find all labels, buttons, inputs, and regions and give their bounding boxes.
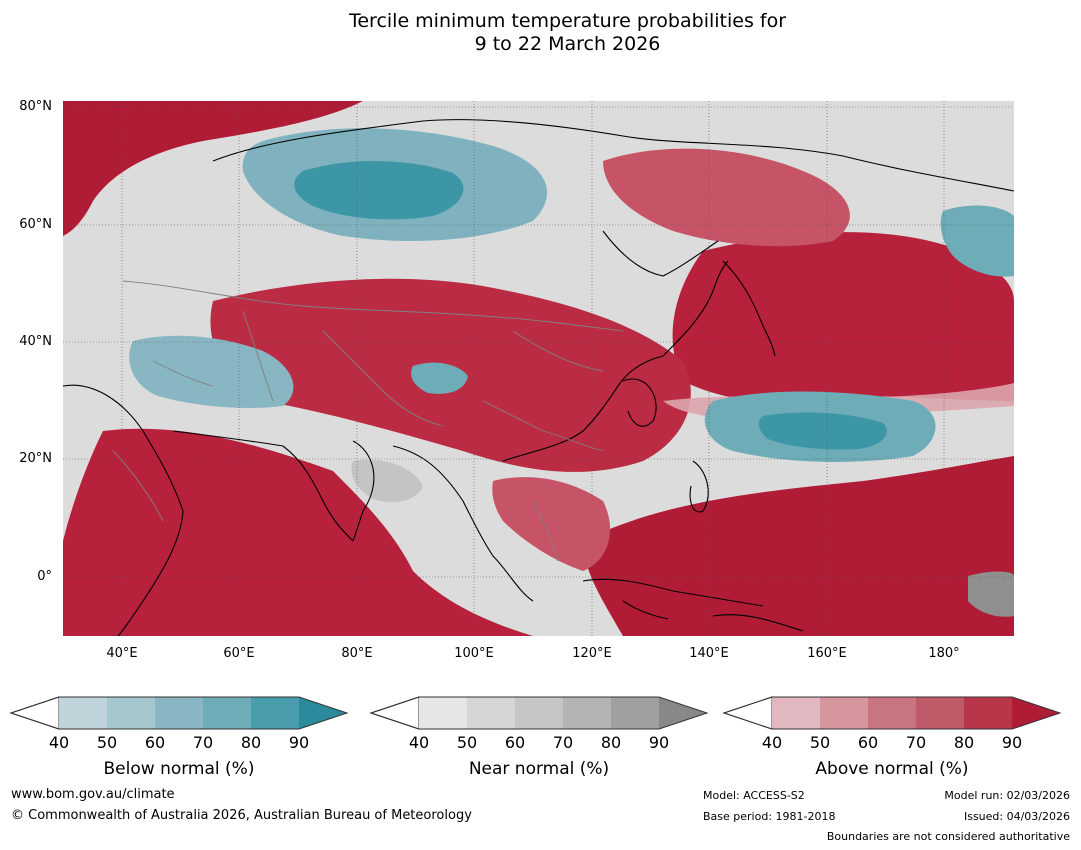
colorbar-below-bin-40	[59, 697, 107, 729]
legend-above-tick-50: 50	[809, 733, 831, 752]
above-normal-tropical-ocean	[63, 428, 533, 636]
colorbar-near-bin-80	[611, 697, 659, 729]
title-line-2: 9 to 22 March 2026	[474, 33, 661, 55]
lon-label-100e: 100°E	[454, 646, 494, 661]
colorbar-below-bin-50	[107, 697, 155, 729]
legend-above-tick-40: 40	[761, 733, 783, 752]
above-normal-indochina	[492, 477, 611, 571]
coastlines	[63, 119, 1014, 636]
legend-below-tick-50: 50	[96, 733, 118, 752]
legend-below-normal: 40 50 60 70 80 90 Below normal (%)	[9, 696, 349, 786]
above-normal-east-siberia	[603, 148, 850, 247]
lon-label-160e: 160°E	[807, 646, 847, 661]
legend-near-tick-50: 50	[456, 733, 478, 752]
near-normal-dark-patch-east	[968, 571, 1014, 617]
lon-label-120e: 120°E	[572, 646, 612, 661]
below-normal-middle-east	[129, 335, 294, 408]
colorbar-below-bin-70	[203, 697, 251, 729]
colorbar-near-bin-70	[563, 697, 611, 729]
colorbar-near-bin-60	[515, 697, 563, 729]
lon-label-180: 180°	[928, 646, 960, 661]
below-normal-west-pacific-core	[758, 412, 887, 450]
colorbar-below-bin-80	[251, 697, 299, 729]
map-title: Tercile minimum temperature probabilitie…	[0, 10, 1081, 56]
legend-above-tick-60: 60	[857, 733, 879, 752]
colorbar-below-bin-60	[155, 697, 203, 729]
legend-near-tick-80: 80	[600, 733, 622, 752]
colorbar-above-bin-60	[868, 697, 916, 729]
probability-map	[63, 101, 1014, 636]
title-line-1: Tercile minimum temperature probabilitie…	[348, 10, 787, 32]
lon-label-140e: 140°E	[689, 646, 729, 661]
colorbar-near-bin-40	[419, 697, 467, 729]
above-normal-north-pacific	[672, 232, 1014, 403]
colorbar-above-under-arrow	[722, 696, 773, 730]
colorbar-above-bin-50	[820, 697, 868, 729]
legend-near-tick-90: 90	[648, 733, 670, 752]
issued-text: Issued: 04/03/2026	[963, 810, 1070, 823]
legend-above-tick-90: 90	[1001, 733, 1023, 752]
lat-label-20n: 20°N	[19, 451, 52, 466]
colorbar-below-under-arrow	[9, 696, 60, 730]
lat-label-40n: 40°N	[19, 334, 52, 349]
above-normal-west-pacific	[583, 456, 1014, 636]
graticule	[63, 101, 1014, 636]
legend-above-normal: 40 50 60 70 80 90 Above normal (%)	[722, 696, 1062, 786]
colorbar-above-bin-70	[916, 697, 964, 729]
colorbar-above-bin-40	[772, 697, 820, 729]
legend-below-title: Below normal (%)	[103, 759, 255, 779]
legend-below-tick-70: 70	[192, 733, 214, 752]
colorbar-above-over-arrow	[1012, 697, 1060, 729]
legend-below-tick-40: 40	[48, 733, 70, 752]
colorbar-below-normal	[9, 696, 349, 730]
lon-label-40e: 40°E	[106, 646, 138, 661]
below-normal-siberia-core	[294, 161, 464, 220]
legend-near-normal: 40 50 60 70 80 90 Near normal (%)	[369, 696, 709, 786]
legend-above-title: Above normal (%)	[815, 759, 969, 779]
lon-label-80e: 80°E	[341, 646, 373, 661]
lon-label-60e: 60°E	[223, 646, 255, 661]
legend-below-tick-90: 90	[288, 733, 310, 752]
legend-near-title: Near normal (%)	[468, 759, 610, 779]
base-period-text: Base period: 1981-2018	[703, 810, 836, 823]
legend-below-tick-60: 60	[144, 733, 166, 752]
above-normal-arctic-west	[63, 101, 363, 236]
below-normal-tibet	[411, 362, 468, 394]
country-borders	[112, 280, 624, 562]
legend-above-tick-70: 70	[905, 733, 927, 752]
legend-below-tick-80: 80	[240, 733, 262, 752]
disclaimer-text: Boundaries are not considered authoritat…	[826, 830, 1070, 843]
legend-near-tick-70: 70	[552, 733, 574, 752]
lat-label-80n: 80°N	[19, 99, 52, 114]
colorbar-near-normal	[369, 696, 709, 730]
colorbar-near-under-arrow	[369, 696, 420, 730]
copyright-text: © Commonwealth of Australia 2026, Austra…	[11, 808, 472, 823]
map-panel[interactable]	[63, 101, 1014, 636]
colorbar-above-bin-80	[964, 697, 1012, 729]
website-link[interactable]: www.bom.gov.au/climate	[11, 787, 175, 802]
below-normal-northeast	[940, 205, 1014, 277]
colorbar-near-over-arrow	[659, 697, 707, 729]
legend-near-tick-40: 40	[408, 733, 430, 752]
lat-label-0: 0°	[37, 569, 52, 584]
legend-near-tick-60: 60	[504, 733, 526, 752]
colorbar-below-over-arrow	[299, 697, 347, 729]
model-text: Model: ACCESS-S2	[703, 789, 805, 802]
model-run-text: Model run: 02/03/2026	[944, 789, 1070, 802]
lat-label-60n: 60°N	[19, 217, 52, 232]
legend-above-tick-80: 80	[953, 733, 975, 752]
near-normal-patch-bay	[351, 459, 423, 503]
colorbar-above-normal	[722, 696, 1062, 730]
colorbar-near-bin-50	[467, 697, 515, 729]
